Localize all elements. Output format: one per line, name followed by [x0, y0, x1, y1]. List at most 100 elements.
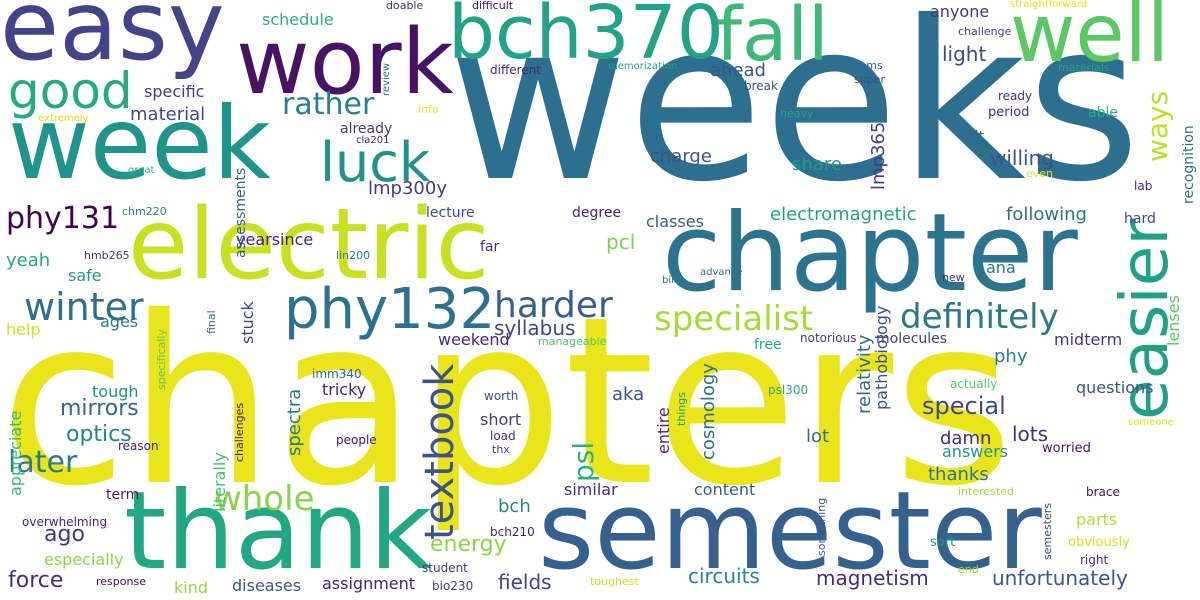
word: far — [480, 239, 500, 255]
word: whole — [214, 479, 315, 519]
word: memorization — [608, 61, 678, 72]
word: new — [942, 271, 965, 284]
word: already — [340, 121, 393, 137]
word: bio230 — [432, 579, 474, 593]
word: definitely — [900, 297, 1059, 337]
word: specialist — [654, 299, 814, 339]
word: manageable — [538, 335, 607, 348]
word: lecture — [426, 205, 475, 221]
word: weeks — [448, 0, 1141, 230]
word: bird — [662, 275, 682, 286]
word: reason — [118, 439, 159, 453]
word: lot — [806, 426, 830, 447]
word: semesters — [1041, 502, 1054, 560]
word: pcl — [606, 230, 636, 254]
word: optics — [66, 422, 132, 447]
word: notorious — [800, 331, 857, 345]
word: fall — [716, 0, 829, 78]
word: heavy — [780, 107, 814, 120]
word: mirrors — [60, 396, 139, 421]
word: difficult — [472, 0, 514, 12]
word: toughest — [590, 575, 639, 588]
word: special — [922, 392, 1006, 420]
word: cla201 — [356, 135, 390, 146]
word: circuits — [688, 564, 760, 588]
word: thank — [124, 469, 432, 594]
word: things — [675, 391, 688, 426]
word: interested — [958, 485, 1014, 498]
word: someone — [1128, 417, 1174, 428]
word: luck — [320, 131, 431, 194]
word: rather — [282, 87, 375, 122]
word: super — [854, 73, 885, 86]
word: molecules — [876, 331, 948, 347]
word: midterm — [1054, 330, 1123, 349]
word: good — [8, 62, 133, 120]
word: ready — [998, 89, 1033, 103]
word: electromagnetic — [770, 204, 917, 225]
word: student — [422, 561, 468, 575]
word: materials — [1058, 61, 1110, 74]
word: people — [336, 433, 377, 447]
word: ways — [1141, 90, 1174, 162]
word: later — [8, 445, 78, 480]
word: energy — [430, 532, 507, 557]
word: charge — [650, 146, 712, 167]
word: chapter — [662, 191, 1078, 316]
word: break — [744, 79, 778, 93]
word: yeah — [6, 250, 51, 271]
word: imm340 — [312, 367, 362, 381]
word: electric — [128, 188, 490, 302]
word: sort — [930, 535, 956, 550]
word: textbook — [417, 363, 463, 540]
word: load — [490, 429, 516, 443]
word: material — [130, 104, 206, 125]
word: force — [8, 568, 64, 593]
word: lots — [1012, 422, 1049, 446]
word: review — [381, 62, 392, 96]
word: great — [128, 165, 155, 176]
word: light — [942, 42, 987, 66]
word: able — [1088, 105, 1118, 121]
word: bch370 — [448, 0, 724, 76]
word: aka — [612, 384, 645, 405]
word: ana — [986, 258, 1016, 277]
word: following — [1006, 204, 1087, 225]
word: hard — [1124, 211, 1156, 227]
word: entire — [654, 407, 673, 454]
word: fields — [498, 570, 552, 594]
word: answers — [942, 442, 1009, 461]
word: yearsince — [236, 230, 314, 249]
word: week — [8, 85, 271, 202]
word: schedule — [262, 10, 334, 29]
word: parts — [1076, 510, 1118, 529]
word: tricky — [322, 380, 367, 399]
word: extremely — [38, 113, 89, 124]
word: chm220 — [122, 205, 167, 218]
word: work — [236, 10, 454, 115]
word: programs — [830, 59, 883, 72]
word: safe — [68, 266, 102, 285]
word: overwhelming — [22, 515, 108, 529]
word: share — [792, 154, 842, 175]
word: questions — [1076, 378, 1154, 397]
word: specific — [144, 82, 205, 101]
word: ages — [100, 312, 139, 331]
word: tough — [92, 382, 139, 401]
word: ahead — [710, 60, 766, 81]
word: lin200 — [336, 249, 371, 262]
word: actually — [950, 377, 998, 391]
word: help — [6, 320, 41, 339]
word: thanks — [928, 464, 989, 485]
word: worried — [1042, 441, 1091, 456]
word: well — [1010, 0, 1170, 80]
word: lmp300y — [368, 178, 447, 199]
word: appreciate — [6, 410, 25, 496]
word: end — [958, 563, 979, 576]
word: classes — [646, 212, 704, 231]
word: easy — [0, 0, 225, 82]
word: willing — [990, 146, 1054, 170]
word: assessments — [233, 167, 249, 258]
word: term — [106, 487, 140, 503]
word: bch210 — [490, 525, 535, 539]
